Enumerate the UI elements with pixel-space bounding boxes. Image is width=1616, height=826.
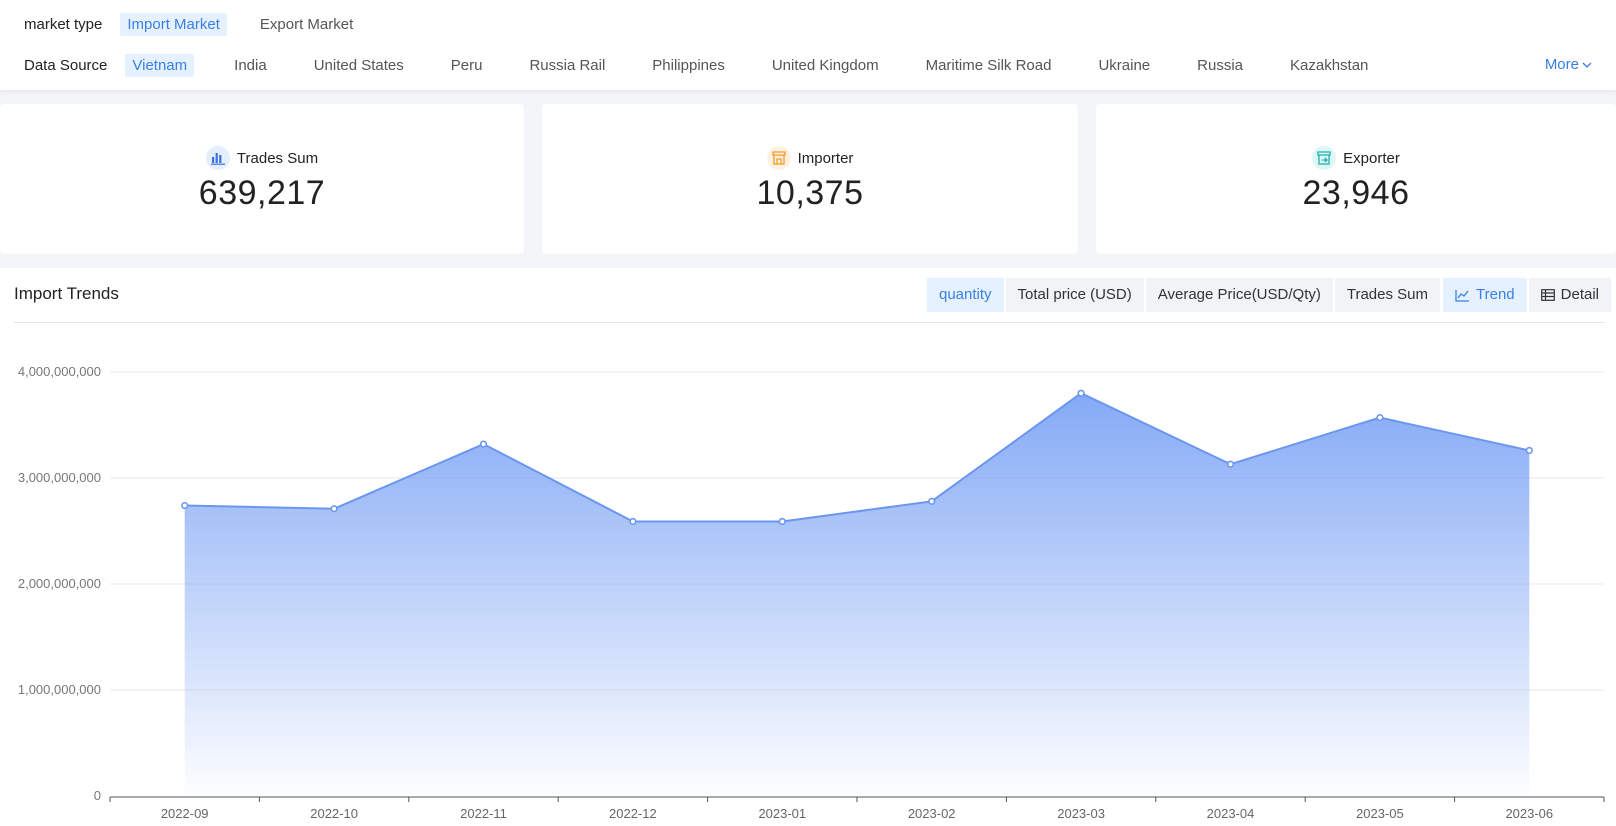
chart-divider (14, 322, 1604, 323)
store-icon (766, 146, 791, 170)
more-button[interactable]: More (1545, 56, 1592, 73)
x-tick-label: 2022-12 (609, 806, 657, 821)
x-tick-label: 2022-09 (161, 806, 209, 821)
x-tick-label: 2023-05 (1356, 806, 1404, 821)
source-option-india[interactable]: India (234, 56, 267, 74)
market-type-row: market type Import Market Export Market (24, 10, 386, 38)
data-source-label: Data Source (24, 56, 108, 74)
tab-detail[interactable]: Detail (1528, 278, 1611, 312)
data-point (1077, 389, 1085, 397)
x-tick-label: 2023-01 (758, 806, 806, 821)
tab-quantity[interactable]: quantity (927, 278, 1004, 312)
series-area (184, 393, 1530, 796)
source-option-kazakhstan[interactable]: Kazakhstan (1290, 56, 1369, 74)
tab-detail-label: Detail (1560, 286, 1599, 303)
source-option-vietnam[interactable]: Vietnam (125, 53, 195, 77)
source-option-united-kingdom[interactable]: United Kingdom (771, 56, 879, 74)
market-option-export[interactable]: Export Market (259, 15, 354, 33)
bar-chart-icon (205, 146, 230, 170)
source-option-philippines[interactable]: Philippines (652, 56, 725, 74)
tab-average-price[interactable]: Average Price(USD/Qty) (1145, 278, 1333, 312)
import-trends-panel: Import Trends quantity Total price (USD)… (0, 268, 1616, 826)
source-option-ukraine[interactable]: Ukraine (1098, 56, 1151, 74)
importer-label: Importer (797, 149, 854, 167)
source-option-russia[interactable]: Russia (1197, 56, 1243, 74)
importer-card: Importer 10,375 (542, 104, 1078, 254)
y-tick-label: 1,000,000,000 (18, 682, 101, 697)
tab-trend-label: Trend (1476, 286, 1515, 303)
data-point (181, 501, 189, 510)
data-point (1525, 446, 1533, 455)
x-tick-label: 2023-03 (1057, 806, 1105, 821)
data-point (928, 497, 936, 505)
trades-sum-value: 639,217 (198, 174, 326, 212)
table-icon (1540, 289, 1555, 301)
trades-sum-card: Trades Sum 639,217 (0, 104, 524, 254)
market-option-import[interactable]: Import Market (120, 12, 227, 36)
line-chart-icon (1455, 289, 1469, 302)
x-tick-label: 2022-11 (460, 806, 507, 821)
x-tick-label: 2023-02 (908, 806, 956, 821)
export-store-icon (1312, 146, 1337, 170)
filter-panel: market type Import Market Export Market … (0, 0, 1616, 90)
exporter-card: Exporter 23,946 (1096, 104, 1616, 254)
data-point (1226, 460, 1235, 468)
chart-title: Import Trends (14, 284, 119, 303)
more-label: More (1544, 56, 1579, 73)
tab-trend[interactable]: Trend (1443, 278, 1527, 312)
trades-sum-label: Trades Sum (236, 149, 319, 167)
data-point (778, 517, 786, 526)
y-tick-label: 0 (94, 788, 101, 803)
source-option-maritime-silk-road[interactable]: Maritime Silk Road (925, 56, 1052, 74)
metric-tabs: quantity Total price (USD) Average Price… (925, 278, 1440, 312)
x-tick-label: 2023-04 (1207, 806, 1255, 821)
y-tick-label: 2,000,000,000 (18, 576, 101, 591)
tab-trades-sum[interactable]: Trades Sum (1334, 278, 1440, 312)
view-tabs: Trend Detail (1441, 278, 1611, 312)
data-point (330, 505, 338, 513)
source-option-russia-rail[interactable]: Russia Rail (529, 56, 606, 74)
data-point (479, 440, 488, 448)
series-line (184, 392, 1530, 523)
data-point (629, 517, 637, 526)
x-tick-label: 2023-06 (1505, 806, 1553, 821)
import-trends-chart: 0 1,000,000,000 2,000,000,000 3,000,000,000… (18, 364, 1605, 821)
y-tick-label: 3,000,000,000 (18, 470, 101, 485)
importer-value: 10,375 (756, 174, 864, 212)
source-option-united-states[interactable]: United States (313, 56, 404, 74)
source-option-peru[interactable]: Peru (450, 56, 483, 74)
exporter-value: 23,946 (1302, 174, 1410, 212)
tab-total-price[interactable]: Total price (USD) (1005, 278, 1144, 312)
chevron-down-icon (1582, 62, 1592, 68)
y-tick-label: 4,000,000,000 (18, 364, 101, 379)
data-point (1376, 413, 1384, 422)
x-tick-label: 2022-10 (310, 806, 358, 821)
exporter-label: Exporter (1343, 149, 1400, 167)
market-type-label: market type (24, 15, 103, 33)
data-source-row: Data Source Vietnam India United States … (24, 51, 1592, 79)
